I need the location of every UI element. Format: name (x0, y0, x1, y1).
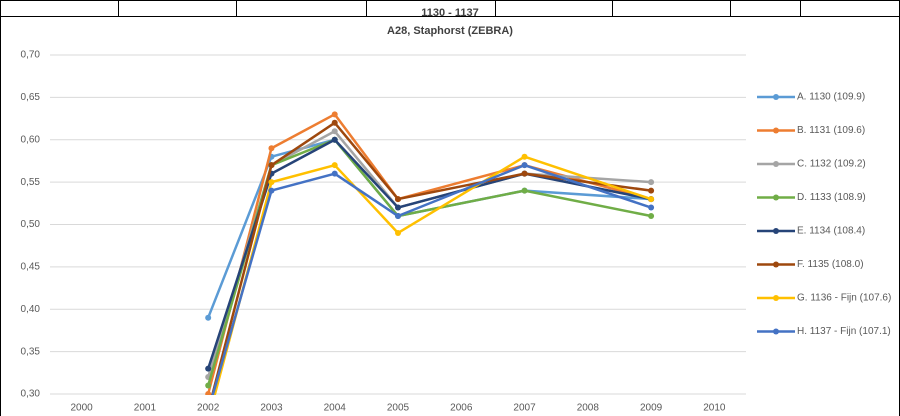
legend-marker (773, 127, 779, 134)
data-point (268, 145, 275, 152)
x-tick-label: 2000 (71, 403, 94, 414)
legend-label: G. 1136 - Fijn (107.6) (797, 293, 891, 304)
legend-label: C. 1132 (109.2) (797, 159, 866, 170)
legend-marker (773, 228, 779, 234)
y-tick-label: 0,45 (21, 262, 41, 273)
y-tick-label: 0,30 (21, 389, 41, 400)
data-point (521, 162, 528, 169)
data-point (395, 213, 401, 220)
data-point (395, 229, 401, 236)
x-tick-label: 2008 (577, 403, 600, 414)
data-point (331, 119, 338, 126)
data-point (648, 196, 655, 203)
x-tick-label: 2002 (197, 403, 220, 414)
legend-marker (773, 328, 779, 335)
data-point (648, 187, 655, 194)
data-point (521, 187, 528, 194)
y-tick-label: 0,35 (21, 346, 41, 357)
chart-title: 1130 - 1137 (421, 7, 479, 19)
series-line (206, 113, 652, 395)
legend-label: F. 1135 (108.0) (797, 259, 864, 270)
y-tick-label: 0,40 (21, 304, 41, 315)
y-tick-label: 0,70 (21, 50, 41, 61)
legend-label: E. 1134 (108.4) (797, 226, 865, 237)
series-line (206, 138, 652, 369)
data-point (331, 136, 338, 143)
data-point (205, 391, 212, 395)
x-tick-label: 2005 (387, 403, 410, 414)
data-point (331, 111, 338, 118)
data-point (521, 153, 528, 160)
data-point (268, 179, 275, 186)
x-tick-label: 2003 (260, 403, 283, 414)
data-point (331, 162, 338, 169)
y-tick-label: 0,65 (21, 92, 41, 103)
data-point (395, 196, 401, 203)
series-line (210, 121, 652, 395)
y-tick-label: 0,55 (21, 177, 41, 188)
data-point (268, 187, 275, 194)
legend-label: D. 1133 (108.9) (797, 192, 866, 203)
legend-marker (773, 261, 779, 268)
x-tick-label: 2010 (703, 403, 726, 414)
legend-marker (773, 94, 779, 100)
chart-subtitle: A28, Staphorst (ZEBRA) (387, 25, 513, 37)
series-line (206, 130, 652, 378)
legend-marker (773, 194, 779, 201)
series-line (211, 163, 652, 395)
data-point (205, 365, 212, 372)
x-tick-label: 2001 (134, 403, 157, 414)
legend-marker (773, 295, 779, 301)
data-point (395, 204, 401, 211)
data-point (205, 314, 212, 321)
data-point (648, 179, 655, 186)
legend-label: H. 1137 - Fijn (107.1) (797, 326, 891, 337)
x-tick-label: 2004 (324, 403, 347, 414)
series-line (213, 155, 652, 395)
x-tick-label: 2009 (640, 403, 663, 414)
series-line (207, 138, 652, 319)
y-tick-label: 0,60 (21, 134, 41, 145)
data-point (205, 382, 212, 389)
legend-label: A. 1130 (109.9) (797, 92, 865, 103)
data-point (521, 170, 528, 177)
data-point (331, 128, 338, 135)
legend-marker (773, 161, 779, 167)
x-tick-label: 2007 (513, 403, 536, 414)
legend-label: B. 1131 (109.6) (797, 125, 865, 136)
y-tick-label: 0,50 (21, 219, 41, 230)
x-tick-label: 2006 (450, 403, 473, 414)
data-point (331, 170, 338, 177)
data-point (268, 162, 275, 169)
data-point (648, 213, 655, 220)
plot-area (205, 111, 655, 395)
data-point (648, 204, 655, 211)
